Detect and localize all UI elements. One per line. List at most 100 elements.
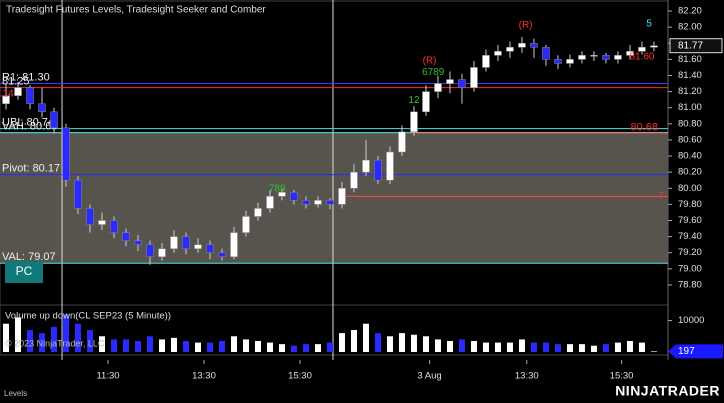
candle-body xyxy=(182,236,190,249)
volume-bar xyxy=(170,337,177,352)
candle-body xyxy=(134,240,142,245)
pc-button[interactable] xyxy=(5,261,43,283)
chart-title: Tradesight Futures Levels, Tradesight Se… xyxy=(6,5,266,16)
candle-body xyxy=(74,179,82,209)
volume-bar xyxy=(458,339,465,352)
level-label: UBI: 80.74 xyxy=(2,117,54,129)
candle-body xyxy=(434,83,442,92)
volume-bar xyxy=(362,323,369,352)
volume-bar xyxy=(158,339,165,352)
candle-body xyxy=(362,159,370,173)
level-label: 81.25 xyxy=(2,75,30,87)
volume-bar xyxy=(74,323,81,352)
y-tick-label: 79.80 xyxy=(678,199,702,210)
candle-body xyxy=(158,248,166,257)
candle-body xyxy=(110,220,118,233)
candle-body xyxy=(494,51,502,56)
volume-bar xyxy=(194,342,201,352)
candle-body xyxy=(350,171,358,189)
volume-bar xyxy=(278,344,285,352)
candle-body xyxy=(602,55,610,60)
x-tick-label: 11:30 xyxy=(96,371,119,382)
volume-bar xyxy=(254,341,261,352)
candle-body xyxy=(626,51,634,56)
candle-body xyxy=(254,208,262,217)
candle-body xyxy=(230,232,238,257)
volume-bar xyxy=(374,333,381,352)
pc-button-label: PC xyxy=(16,264,33,278)
candle-body xyxy=(242,216,250,233)
volume-bar xyxy=(290,345,297,352)
volume-bar xyxy=(518,339,525,352)
candle-body xyxy=(506,47,514,52)
candle-body xyxy=(590,55,598,57)
annotation: 789 xyxy=(269,184,286,195)
y-tick-label: 80.00 xyxy=(678,183,702,194)
y-tick-label: 79.60 xyxy=(678,215,702,226)
candle-body xyxy=(422,91,430,113)
candle-body xyxy=(278,192,286,197)
candle-body xyxy=(122,232,130,241)
y-tick-label: 82.00 xyxy=(678,22,702,33)
x-tick-label: 13:30 xyxy=(192,371,216,382)
volume-bar xyxy=(122,339,129,352)
volume-bar xyxy=(242,339,249,352)
annotation: (R) xyxy=(519,20,533,31)
candle-body xyxy=(530,43,538,48)
annotation: 6789 xyxy=(422,67,445,78)
annotation: 81.14 xyxy=(0,89,14,100)
volume-bar xyxy=(338,333,345,352)
candle-body xyxy=(86,208,94,225)
y-tick-label: 80.40 xyxy=(678,151,702,162)
level-label: Pivot: 80.17 xyxy=(2,162,60,174)
volume-bar xyxy=(626,341,633,352)
volume-bar xyxy=(542,342,549,352)
volume-bar xyxy=(314,344,321,352)
volume-bar xyxy=(506,342,513,352)
candle-body xyxy=(410,111,418,133)
y-tick-label: 79.00 xyxy=(678,263,702,274)
volume-bar xyxy=(86,330,93,352)
candle-body xyxy=(398,131,406,153)
candle-body xyxy=(338,188,346,205)
volume-tick-label: 10000 xyxy=(678,315,704,326)
y-tick-label: 81.60 xyxy=(678,54,702,65)
last-price-tag xyxy=(669,38,723,54)
candle-body xyxy=(374,159,382,181)
x-tick-label: 13:30 xyxy=(515,371,539,382)
volume-bar xyxy=(482,342,489,352)
y-tick-label: 80.20 xyxy=(678,167,702,178)
y-tick-label: 81.00 xyxy=(678,102,702,113)
volume-bar xyxy=(578,344,585,352)
volume-tag xyxy=(668,344,723,359)
candle-body xyxy=(194,244,202,249)
candle-body xyxy=(218,252,226,258)
candle-body xyxy=(2,95,10,104)
candle-body xyxy=(38,103,46,112)
volume-bar xyxy=(302,344,309,352)
y-tick-label: 80.80 xyxy=(678,118,702,129)
candle-body xyxy=(62,127,70,181)
annotation: 7 xyxy=(658,191,664,202)
candle-body xyxy=(314,200,322,205)
volume-bar xyxy=(590,345,597,352)
volume-bar xyxy=(410,334,417,352)
volume-bar xyxy=(50,326,57,352)
y-tick-label: 78.80 xyxy=(678,279,702,290)
x-tick-label: 3 Aug xyxy=(417,371,441,382)
candle-body xyxy=(206,244,214,253)
volume-bar xyxy=(266,342,273,352)
candle-body xyxy=(482,55,490,68)
y-tick-label: 81.40 xyxy=(678,70,702,81)
candle-body xyxy=(290,192,298,201)
annotation: 5 xyxy=(646,19,652,30)
volume-bar xyxy=(638,342,645,352)
level-label: 80.68 xyxy=(630,121,658,133)
candle-body xyxy=(146,244,154,258)
volume-bar xyxy=(602,344,609,352)
candle-body xyxy=(386,151,394,181)
candle-body xyxy=(446,79,454,84)
volume-bar xyxy=(350,330,357,352)
level-label: VAH: 80.69 xyxy=(2,121,57,133)
tab-label: Levels xyxy=(4,389,27,398)
